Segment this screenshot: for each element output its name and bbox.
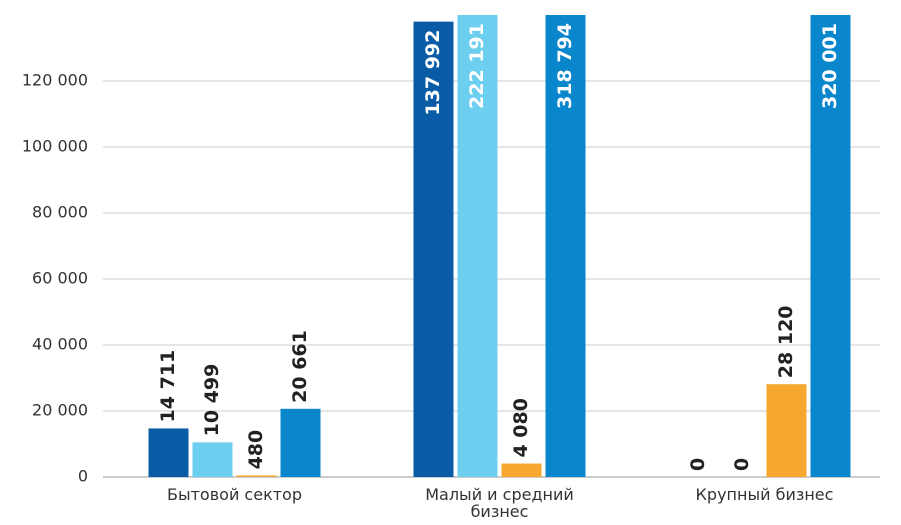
value-label: 14 711 <box>157 350 179 423</box>
y-tick-label: 80 000 <box>32 203 88 222</box>
y-tick-label: 20 000 <box>32 401 88 420</box>
bar <box>457 15 498 477</box>
value-label: 28 120 <box>775 305 797 378</box>
value-label: 4 080 <box>510 398 532 458</box>
value-label: 0 <box>731 458 753 471</box>
bar <box>192 442 233 477</box>
y-tick-label: 100 000 <box>22 137 88 156</box>
x-tick-label: Крупный бизнес <box>696 485 834 504</box>
value-label: 137 992 <box>422 30 444 116</box>
x-tick-label: Малый и средний бизнес <box>425 485 574 521</box>
bar <box>545 15 586 477</box>
y-tick-label: 60 000 <box>32 269 88 288</box>
bar <box>236 475 277 477</box>
y-tick-label: 120 000 <box>22 71 88 90</box>
y-tick-label: 0 <box>78 467 88 486</box>
bar <box>501 463 542 477</box>
bar <box>766 384 807 477</box>
value-label: 20 661 <box>289 330 311 403</box>
bar <box>280 408 321 477</box>
bars <box>148 15 851 477</box>
value-label: 318 794 <box>554 23 576 109</box>
value-label: 480 <box>245 430 267 470</box>
value-label: 0 <box>687 458 709 471</box>
value-label: 320 001 <box>819 23 841 109</box>
value-label: 10 499 <box>201 364 223 437</box>
value-label: 222 191 <box>466 23 488 109</box>
bar <box>413 21 454 477</box>
x-tick-label: Бытовой сектор <box>167 485 302 504</box>
y-tick-label: 40 000 <box>32 335 88 354</box>
bar <box>148 428 189 477</box>
bar <box>810 15 851 477</box>
